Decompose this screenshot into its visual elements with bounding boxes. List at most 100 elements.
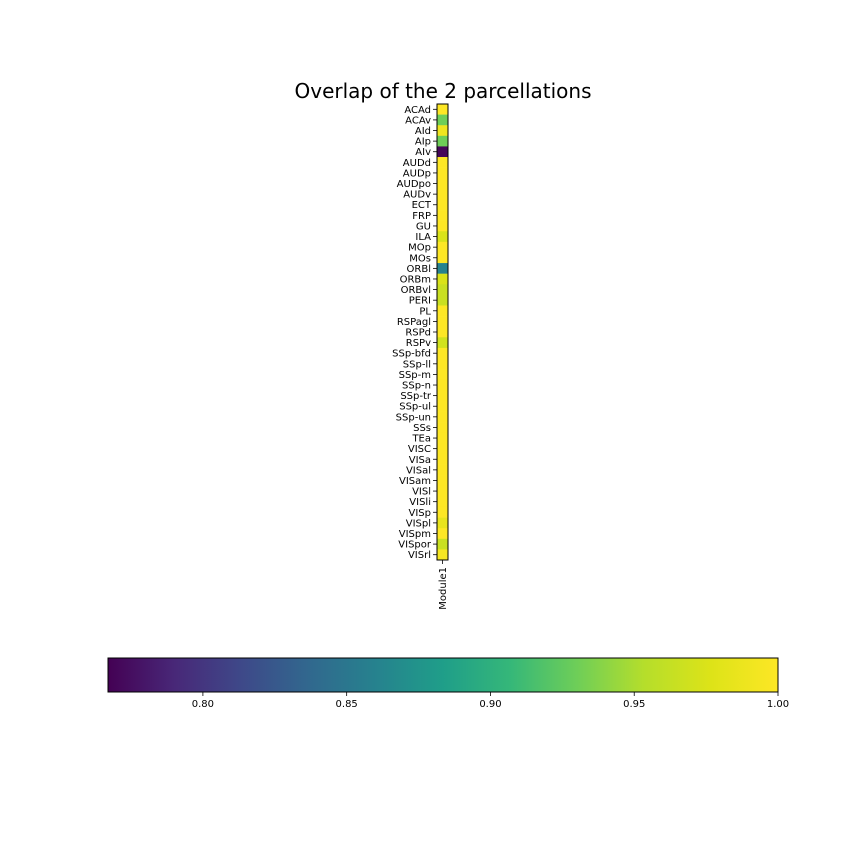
row-label: PL <box>419 306 431 317</box>
row-label: AUDp <box>403 168 431 179</box>
heatmap-cell <box>437 167 448 179</box>
colorbar-gradient <box>108 658 778 692</box>
row-label: AIv <box>415 147 431 158</box>
row-label: SSp-ul <box>399 402 431 413</box>
row-label: VISa <box>409 455 431 466</box>
row-label: ACAv <box>405 115 431 126</box>
row-label: MOs <box>409 253 431 264</box>
row-label: SSp-tr <box>400 391 432 402</box>
heatmap-cell <box>437 506 448 518</box>
heatmap-cell <box>437 549 448 561</box>
row-label: SSp-m <box>399 370 431 381</box>
column-label: Module1 <box>438 567 449 610</box>
row-label: AUDv <box>403 190 431 201</box>
row-label: SSp-bfd <box>392 349 431 360</box>
row-label: AUDpo <box>397 179 431 190</box>
heatmap-cell <box>437 475 448 487</box>
row-label: ORBl <box>407 264 431 275</box>
row-label: VISpor <box>398 540 432 551</box>
row-label: ORBm <box>400 274 431 285</box>
heatmap-cell <box>437 135 448 147</box>
heatmap-frame <box>436 103 449 561</box>
heatmap-cell <box>437 326 448 338</box>
row-label: ECT <box>412 200 432 211</box>
column-labels: Module1 <box>438 560 449 610</box>
heatmap-cell <box>437 411 448 423</box>
row-label: SSp-un <box>396 412 431 423</box>
heatmap-cell <box>437 305 448 317</box>
heatmap-cell <box>437 284 448 296</box>
heatmap-cell <box>437 231 448 243</box>
row-label: TEa <box>411 434 431 445</box>
heatmap-cell <box>437 517 448 529</box>
row-label: PERI <box>409 296 431 307</box>
row-label: VISal <box>406 465 431 476</box>
row-label: VISC <box>408 444 431 455</box>
heatmap-cell <box>437 422 448 434</box>
heatmap-cell <box>437 538 448 550</box>
heatmap: ACAdACAvAIdAIpAIvAUDdAUDpAUDpoAUDvECTFRP… <box>392 103 449 610</box>
heatmap-cell <box>437 125 448 137</box>
heatmap-cell <box>437 220 448 232</box>
heatmap-cell <box>437 464 448 476</box>
heatmap-cell <box>437 146 448 158</box>
heatmap-cell <box>437 379 448 391</box>
heatmap-cell <box>437 443 448 455</box>
colorbar: 0.80 0.85 0.90 0.95 1.00 <box>107 657 789 710</box>
row-labels: ACAdACAvAIdAIpAIvAUDdAUDpAUDpoAUDvECTFRP… <box>392 105 437 561</box>
colorbar-ticks: 0.80 0.85 0.90 0.95 1.00 <box>192 692 789 710</box>
row-label: VISpl <box>406 518 431 529</box>
heatmap-cell <box>437 263 448 274</box>
row-label: VISpm <box>399 529 431 540</box>
colorbar-frame <box>107 657 779 693</box>
heatmap-cells <box>437 104 448 561</box>
heatmap-cell <box>437 337 448 349</box>
heatmap-cell <box>437 316 448 327</box>
row-label: ACAd <box>404 105 431 116</box>
heatmap-cell <box>437 432 448 444</box>
row-label: VISrl <box>408 550 431 561</box>
row-label: VISl <box>412 487 431 498</box>
colorbar-tick-label: 0.85 <box>336 699 358 710</box>
heatmap-cell <box>437 347 448 359</box>
colorbar-tick-label: 0.80 <box>192 699 214 710</box>
row-label: MOp <box>408 243 431 254</box>
row-label: VISam <box>399 476 431 487</box>
colorbar-tick-label: 1.00 <box>767 699 789 710</box>
heatmap-cell <box>437 178 448 190</box>
heatmap-cell <box>437 241 448 253</box>
heatmap-cell <box>437 188 448 200</box>
row-label: FRP <box>412 211 431 222</box>
row-label: VISp <box>409 508 432 519</box>
heatmap-cell <box>437 104 448 115</box>
row-label: RSPagl <box>397 317 431 328</box>
row-label: RSPv <box>406 338 431 349</box>
heatmap-cell <box>437 453 448 465</box>
row-label: SSs <box>413 423 431 434</box>
row-label: RSPd <box>405 328 431 339</box>
row-label: AUDd <box>403 158 431 169</box>
heatmap-cell <box>437 390 448 402</box>
row-label: AId <box>415 126 431 137</box>
row-label: AIp <box>415 137 431 148</box>
row-label: SSp-ll <box>403 359 431 370</box>
heatmap-cell <box>437 369 448 381</box>
heatmap-cell <box>437 210 448 221</box>
heatmap-cell <box>437 400 448 412</box>
row-label: ILA <box>415 232 431 243</box>
heatmap-cell <box>437 485 448 497</box>
heatmap-cell <box>437 294 448 306</box>
heatmap-cell <box>437 528 448 540</box>
row-label: VISli <box>409 497 431 508</box>
heatmap-cell <box>437 114 448 126</box>
heatmap-cell <box>437 252 448 264</box>
heatmap-cell <box>437 496 448 508</box>
colorbar-tick-label: 0.95 <box>623 699 645 710</box>
colorbar-tick-label: 0.90 <box>479 699 501 710</box>
heatmap-cell <box>437 358 448 370</box>
row-label: SSp-n <box>402 381 431 392</box>
heatmap-cell <box>437 199 448 211</box>
heatmap-cell <box>437 157 448 168</box>
chart-title: Overlap of the 2 parcellations <box>294 79 591 103</box>
